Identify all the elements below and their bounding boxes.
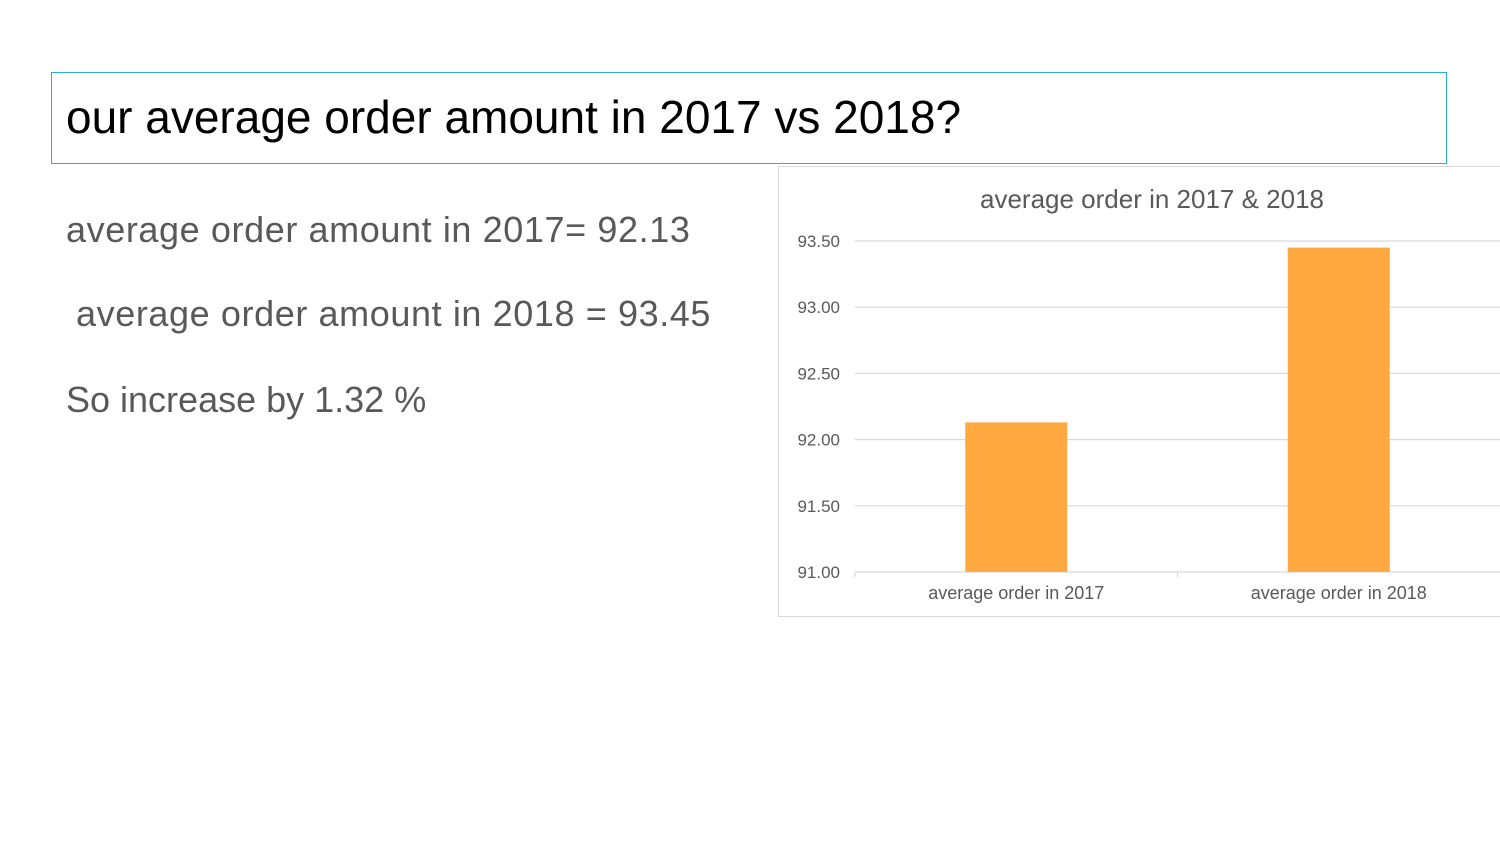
x-axis-categories: average order in 2017 average order in 20… xyxy=(928,583,1427,603)
bars xyxy=(965,247,1390,572)
y-tick-label: 92.00 xyxy=(797,431,840,450)
gridlines xyxy=(855,240,1500,573)
x-category-label: average order in 2018 xyxy=(1251,583,1427,603)
y-tick-label: 91.50 xyxy=(797,497,840,516)
bar-0 xyxy=(965,422,1068,572)
text-avg-2017: average order amount in 2017= 92.13 xyxy=(66,209,691,250)
text-increase: So increase by 1.32 % xyxy=(66,379,427,420)
y-tick-label: 93.50 xyxy=(797,232,840,251)
y-tick-label: 91.00 xyxy=(797,563,840,582)
y-tick-label: 92.50 xyxy=(797,364,840,383)
chart-frame xyxy=(778,166,1500,617)
x-axis xyxy=(854,572,1179,577)
bar-chart: average order in 2017 & 2018 91.0091.509… xyxy=(797,184,1500,603)
y-tick-label: 93.00 xyxy=(797,298,840,317)
x-category-label: average order in 2017 xyxy=(928,583,1104,603)
slide-title-box: our average order amount in 2017 vs 2018… xyxy=(51,72,1447,164)
y-axis-ticks: 91.00 91.50 92.00 92.50 93.00 93.50 xyxy=(797,232,840,582)
slide-title: our average order amount in 2017 vs 2018… xyxy=(66,91,962,143)
text-avg-2018: average order amount in 2018 = 93.45 xyxy=(76,293,712,334)
bar-1 xyxy=(1287,247,1390,572)
chart-title: average order in 2017 & 2018 xyxy=(980,184,1324,214)
